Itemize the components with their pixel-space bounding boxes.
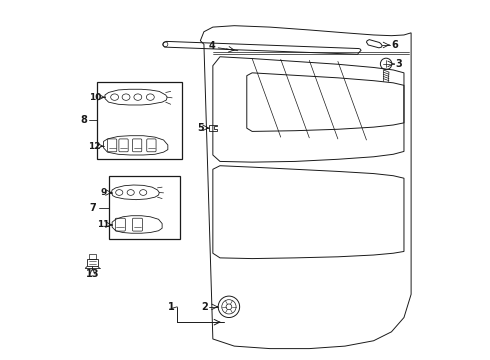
Text: 7: 7 — [90, 203, 97, 213]
Text: 8: 8 — [80, 115, 87, 125]
Bar — [109, 176, 180, 239]
Bar — [97, 82, 182, 158]
Text: 2: 2 — [201, 302, 208, 312]
Text: 11: 11 — [97, 220, 109, 229]
Text: 13: 13 — [86, 269, 99, 279]
Text: 1: 1 — [168, 302, 174, 312]
Text: 5: 5 — [197, 123, 204, 133]
Text: 10: 10 — [90, 93, 102, 102]
Text: 4: 4 — [209, 41, 216, 51]
Text: 9: 9 — [100, 188, 107, 197]
Text: 12: 12 — [88, 141, 100, 150]
Bar — [89, 253, 96, 258]
Bar — [87, 258, 98, 266]
Text: 6: 6 — [392, 40, 398, 50]
Text: 3: 3 — [395, 59, 402, 69]
